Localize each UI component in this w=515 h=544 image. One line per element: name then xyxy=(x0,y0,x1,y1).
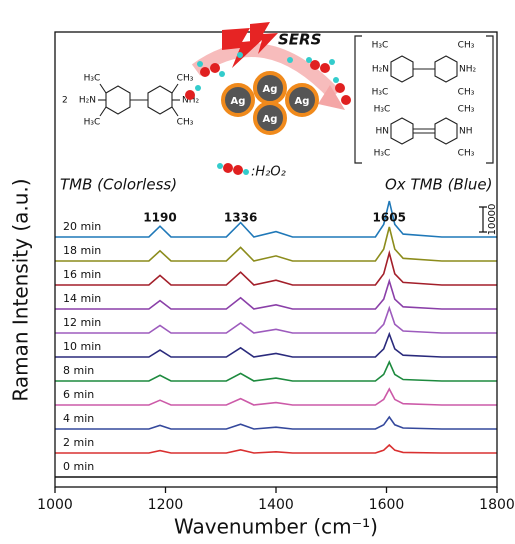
ring xyxy=(391,56,413,82)
ring xyxy=(435,118,457,144)
chem-label: H₃C xyxy=(374,149,391,159)
chart: 1000 1200 1400 1600 1800 0 min 2 min 4 min 6 min… xyxy=(0,0,515,544)
bond xyxy=(172,107,178,116)
right-bottom-molecule: H₃C H₃C CH₃ CH₃ HN NH xyxy=(374,105,475,159)
spectrum-line xyxy=(55,201,497,237)
bond xyxy=(172,84,178,93)
chem-label: CH₃ xyxy=(458,41,475,51)
chem-label: NH xyxy=(459,127,473,137)
series-label: 4 min xyxy=(63,412,94,425)
peak-label: 1190 xyxy=(143,211,176,225)
x-axis-label: Wavenumber (cm⁻¹) xyxy=(174,515,378,539)
spectrum-line xyxy=(55,308,497,333)
x-tick-label: 1600 xyxy=(369,497,405,513)
ring xyxy=(148,86,172,114)
x-tick-label: 1800 xyxy=(479,497,515,513)
scale-bar xyxy=(479,207,487,232)
chem-label: CH₃ xyxy=(177,118,194,128)
chem-label: HN xyxy=(376,127,390,137)
ring xyxy=(106,86,130,114)
series-label: 18 min xyxy=(63,244,101,257)
h2o2-legend-icon xyxy=(217,163,249,175)
spectrum-line xyxy=(55,445,497,453)
series-label: 0 min xyxy=(63,460,94,473)
series-label: 20 min xyxy=(63,220,101,233)
series-label: 6 min xyxy=(63,388,94,401)
sers-label: SERS xyxy=(278,31,321,49)
ring xyxy=(435,56,457,82)
series-label: 8 min xyxy=(63,364,94,377)
chem-label: H₃C xyxy=(84,74,101,84)
spectrum-line xyxy=(55,389,497,405)
y-axis-label: Raman Intensity (a.u.) xyxy=(9,178,33,401)
oxtmb-label: Ox TMB (Blue) xyxy=(385,176,493,194)
chem-label: CH₃ xyxy=(458,88,475,98)
x-tick-label: 1200 xyxy=(148,497,184,513)
right-top-molecule: H₃C H₃C CH₃ CH₃ H₂N NH₂ xyxy=(372,41,477,98)
bond xyxy=(100,84,106,93)
series-label: 2 min xyxy=(63,436,94,449)
chem-label: 2 xyxy=(62,96,68,106)
x-tick-label: 1400 xyxy=(258,497,294,513)
ag-label: Ag xyxy=(263,114,278,125)
chem-label: CH₃ xyxy=(177,74,194,84)
chem-label: H₂N xyxy=(79,96,96,106)
chem-label: H₃C xyxy=(374,105,391,115)
chem-label: H₂N xyxy=(372,65,389,75)
spectrum-line xyxy=(55,253,497,285)
ag-label: Ag xyxy=(263,84,278,95)
series-label: 12 min xyxy=(63,316,101,329)
chem-label: H₃C xyxy=(84,118,101,128)
tmb-label: TMB (Colorless) xyxy=(60,176,177,194)
bracket xyxy=(486,36,493,163)
chem-label: CH₃ xyxy=(458,149,475,159)
left-molecule: H₃C H₃C CH₃ CH₃ 2 H₂N NH₂ xyxy=(62,74,200,128)
spectrum-line xyxy=(55,417,497,429)
ag-label: Ag xyxy=(295,96,310,107)
chem-label: H₃C xyxy=(372,88,389,98)
bond xyxy=(100,107,106,116)
series-label: 10 min xyxy=(63,340,101,353)
spectrum-line xyxy=(55,362,497,381)
peak-label: 1605 xyxy=(373,211,406,225)
peak-label: 1336 xyxy=(224,211,257,225)
h2o2-label: :H₂O₂ xyxy=(251,165,286,180)
ring xyxy=(391,118,413,144)
series-label: 14 min xyxy=(63,292,101,305)
chem-label: NH₂ xyxy=(459,65,477,75)
bracket xyxy=(355,36,362,163)
chem-label: CH₃ xyxy=(458,105,475,115)
plot-area: 1000 1200 1400 1600 1800 0 min 2 min 4 min 6 min… xyxy=(37,201,515,513)
series-label: 16 min xyxy=(63,268,101,281)
chem-label: H₃C xyxy=(372,41,389,51)
spectrum-line xyxy=(55,334,497,357)
inset: H₃C H₃C CH₃ CH₃ 2 H₂N NH₂ SERS xyxy=(60,22,493,194)
x-tick-label: 1000 xyxy=(37,497,73,513)
